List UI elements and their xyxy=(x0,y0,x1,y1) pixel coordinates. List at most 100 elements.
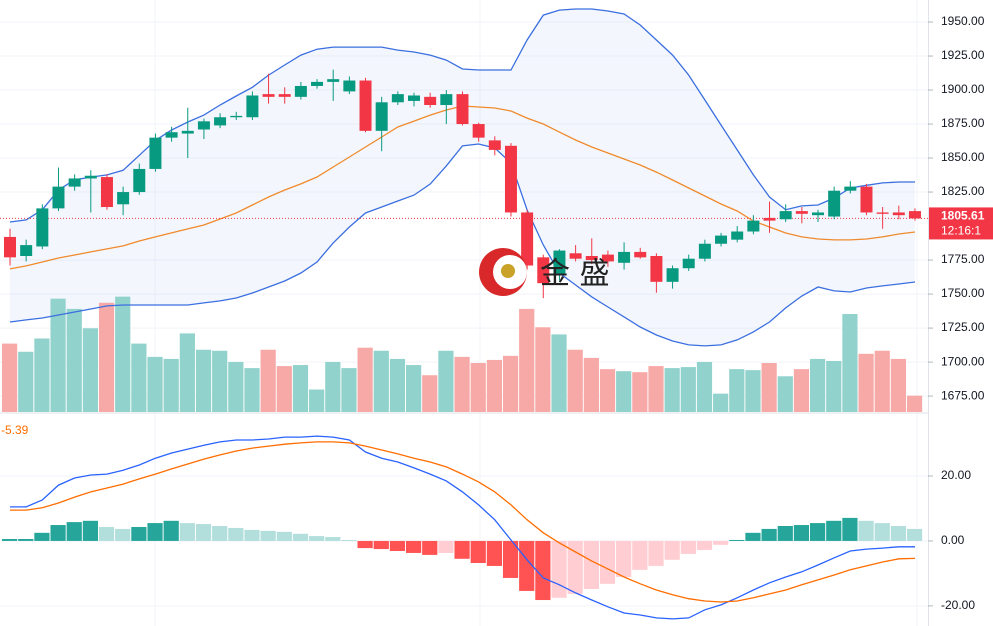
histogram-bar xyxy=(131,526,147,541)
volume-bar xyxy=(131,343,147,412)
volume-bar xyxy=(470,362,486,412)
y-tick-label: 1875.00 xyxy=(941,116,985,130)
histogram-bar xyxy=(244,529,260,541)
volume-bar xyxy=(195,349,212,412)
axis-bg xyxy=(929,0,993,626)
histogram-bar xyxy=(82,520,98,541)
histogram-bar xyxy=(50,525,66,541)
candle-body xyxy=(440,94,453,106)
volume-bar xyxy=(325,361,341,412)
histogram-bar xyxy=(713,540,729,545)
y-tick-label: 1750.00 xyxy=(941,286,985,300)
volume-bar xyxy=(309,389,325,412)
volume-bar xyxy=(2,343,18,412)
histogram-bar xyxy=(115,528,131,541)
histogram-bar xyxy=(583,540,599,589)
candle-body xyxy=(731,231,744,240)
candle-body xyxy=(246,95,259,118)
y-tick-label: 1675.00 xyxy=(941,388,985,402)
y-tick-label: 1825.00 xyxy=(941,184,985,198)
histogram-bar xyxy=(179,523,195,541)
y-tick-label: 20.00 xyxy=(941,468,971,482)
volume-bar xyxy=(244,368,260,412)
histogram-bar xyxy=(66,522,82,541)
histogram-bar xyxy=(502,540,519,578)
candle-body xyxy=(359,80,372,131)
histogram-bar xyxy=(389,540,406,552)
histogram-bar xyxy=(486,540,502,566)
volume-bar xyxy=(502,355,519,412)
histogram-bar xyxy=(292,533,309,541)
macd-line xyxy=(10,435,915,620)
candle-body xyxy=(343,80,356,92)
candle-body xyxy=(424,96,437,106)
y-tick-label: 1725.00 xyxy=(941,320,985,334)
price-pane xyxy=(0,8,928,412)
candle-body xyxy=(4,236,16,258)
candle-body xyxy=(618,251,631,263)
volume-bar xyxy=(632,372,648,412)
candle-body xyxy=(537,257,550,284)
volume-bar xyxy=(842,313,858,412)
volume-bar xyxy=(18,351,34,412)
candle-body xyxy=(795,211,808,214)
histogram-bar xyxy=(260,530,276,541)
volume-bar xyxy=(147,356,163,412)
last-price-badge xyxy=(929,207,993,240)
volume-bar xyxy=(406,365,422,412)
candle-body xyxy=(117,192,130,205)
candle-body xyxy=(375,102,388,131)
candle-body xyxy=(860,186,873,213)
histogram-bar xyxy=(357,540,373,549)
y-tick-label: 1700.00 xyxy=(941,354,985,368)
candle-body xyxy=(553,250,566,276)
y-tick-label: 1900.00 xyxy=(941,82,985,96)
histogram-bar xyxy=(858,520,874,541)
logo: 金 盛 xyxy=(479,248,610,296)
candle-body xyxy=(391,94,404,103)
macd-pane: -5.39 xyxy=(1,423,923,620)
volume-bar xyxy=(680,367,696,412)
candle-body xyxy=(197,121,210,130)
candle-body xyxy=(634,251,647,258)
candle-body xyxy=(408,95,420,101)
histogram-bar xyxy=(470,540,486,564)
volume-bar xyxy=(906,395,923,412)
candle-body xyxy=(521,212,534,266)
volume-bar xyxy=(616,371,632,412)
histogram-bar xyxy=(228,527,244,541)
volume-bar xyxy=(890,358,906,412)
volume-bar xyxy=(729,369,745,412)
volume-bar xyxy=(486,359,502,412)
histogram-bar xyxy=(373,540,389,550)
y-tick-label: 1925.00 xyxy=(941,48,985,62)
volume-bar xyxy=(212,350,228,412)
histogram-bar xyxy=(874,523,890,541)
candle-body xyxy=(327,79,340,82)
histogram-bar xyxy=(696,540,713,551)
volume-bar xyxy=(761,362,777,412)
volume-bar xyxy=(519,308,535,412)
volume-bar xyxy=(389,358,406,412)
volume-bar xyxy=(535,327,551,412)
histogram-bar xyxy=(276,531,292,541)
candle-body xyxy=(585,255,598,261)
candle-body xyxy=(747,220,760,232)
histogram-bar xyxy=(454,540,470,559)
volume-bar xyxy=(454,356,470,412)
band-upper xyxy=(9,8,915,223)
histogram-bar xyxy=(810,523,826,541)
volume-bar xyxy=(696,361,713,412)
histogram-bar xyxy=(341,539,357,541)
volume-bar xyxy=(422,375,438,412)
volume-bar xyxy=(34,338,50,412)
logo-dot xyxy=(501,264,515,278)
histogram-bar xyxy=(729,539,745,541)
volume-bar xyxy=(373,350,389,412)
band-lower xyxy=(9,143,916,347)
histogram-bar xyxy=(842,517,858,541)
candle-body xyxy=(133,168,146,193)
volume-bar xyxy=(50,298,66,412)
y-tick-label: 1775.00 xyxy=(941,252,985,266)
volume-bar xyxy=(648,366,664,412)
